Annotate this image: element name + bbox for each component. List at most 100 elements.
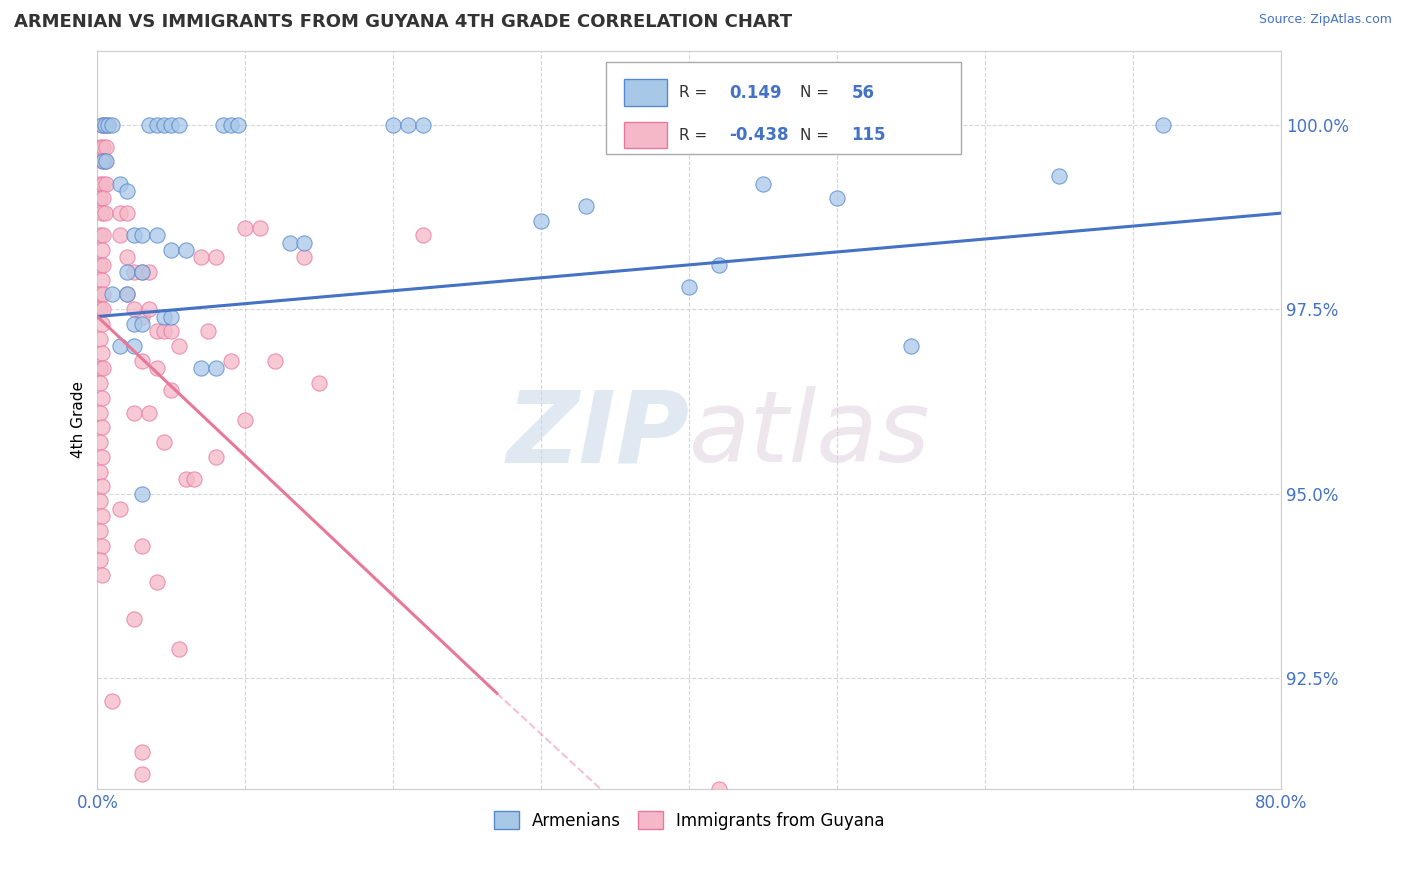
Point bbox=[160, 118, 183, 132]
Text: R =: R = bbox=[679, 85, 711, 100]
Point bbox=[90, 391, 112, 405]
Point bbox=[115, 287, 138, 301]
Point bbox=[91, 154, 114, 169]
Point bbox=[89, 406, 111, 420]
Point bbox=[204, 251, 226, 265]
Point bbox=[145, 361, 167, 376]
Point bbox=[89, 361, 111, 376]
Point bbox=[90, 346, 112, 360]
Point bbox=[91, 191, 114, 205]
Point bbox=[115, 287, 138, 301]
Point bbox=[90, 450, 112, 464]
Point bbox=[190, 251, 212, 265]
Point bbox=[249, 221, 271, 235]
Point bbox=[115, 206, 138, 220]
Point bbox=[89, 228, 111, 243]
Point bbox=[124, 339, 146, 353]
Point bbox=[89, 553, 111, 567]
Point bbox=[707, 258, 730, 272]
Point bbox=[204, 361, 226, 376]
Point bbox=[108, 501, 131, 516]
Point bbox=[167, 118, 190, 132]
Point bbox=[308, 376, 330, 390]
Text: ZIP: ZIP bbox=[506, 386, 689, 483]
Point bbox=[108, 228, 131, 243]
Point bbox=[108, 206, 131, 220]
Point bbox=[90, 508, 112, 523]
Point bbox=[131, 354, 153, 368]
Point bbox=[124, 612, 146, 626]
Point bbox=[131, 539, 153, 553]
Text: Source: ZipAtlas.com: Source: ZipAtlas.com bbox=[1258, 13, 1392, 27]
Point bbox=[91, 228, 114, 243]
Y-axis label: 4th Grade: 4th Grade bbox=[72, 382, 86, 458]
FancyBboxPatch shape bbox=[624, 122, 666, 148]
Point bbox=[294, 235, 316, 250]
Text: N =: N = bbox=[800, 128, 834, 143]
Point bbox=[90, 479, 112, 493]
Point bbox=[90, 118, 112, 132]
Point bbox=[197, 324, 219, 338]
Point bbox=[91, 258, 114, 272]
Point bbox=[124, 228, 146, 243]
Point bbox=[412, 118, 434, 132]
Text: ARMENIAN VS IMMIGRANTS FROM GUYANA 4TH GRADE CORRELATION CHART: ARMENIAN VS IMMIGRANTS FROM GUYANA 4TH G… bbox=[14, 13, 792, 31]
Point bbox=[183, 472, 205, 486]
FancyBboxPatch shape bbox=[624, 79, 666, 106]
Point bbox=[89, 435, 111, 450]
Point bbox=[89, 191, 111, 205]
Point bbox=[131, 265, 153, 279]
Point bbox=[278, 235, 301, 250]
Point bbox=[574, 199, 596, 213]
Point bbox=[138, 265, 160, 279]
Point bbox=[89, 302, 111, 317]
Point bbox=[131, 228, 153, 243]
Point bbox=[90, 539, 112, 553]
Point bbox=[115, 265, 138, 279]
Point bbox=[97, 118, 120, 132]
Point bbox=[131, 265, 153, 279]
Point bbox=[90, 420, 112, 434]
Point bbox=[138, 118, 160, 132]
Point bbox=[153, 324, 176, 338]
Point bbox=[94, 206, 117, 220]
Point bbox=[89, 524, 111, 538]
Point bbox=[89, 258, 111, 272]
Text: -0.438: -0.438 bbox=[730, 126, 789, 145]
Point bbox=[131, 767, 153, 781]
Point bbox=[382, 118, 405, 132]
Point bbox=[294, 251, 316, 265]
Point bbox=[94, 118, 117, 132]
Point bbox=[89, 177, 111, 191]
Point bbox=[160, 310, 183, 324]
Point bbox=[89, 139, 111, 153]
Point bbox=[96, 177, 118, 191]
Point bbox=[825, 191, 848, 205]
Point bbox=[115, 251, 138, 265]
Point bbox=[89, 494, 111, 508]
Point bbox=[174, 243, 197, 257]
Point bbox=[167, 339, 190, 353]
Point bbox=[94, 154, 117, 169]
Point bbox=[124, 317, 146, 331]
Point bbox=[167, 641, 190, 656]
Point bbox=[91, 177, 114, 191]
Point bbox=[131, 745, 153, 759]
Point bbox=[124, 265, 146, 279]
Point bbox=[153, 118, 176, 132]
Point bbox=[190, 361, 212, 376]
Point bbox=[101, 693, 124, 707]
Point bbox=[219, 354, 242, 368]
Point bbox=[131, 487, 153, 501]
Point bbox=[678, 280, 700, 294]
Point bbox=[115, 184, 138, 198]
Point bbox=[89, 376, 111, 390]
Point bbox=[108, 177, 131, 191]
Point bbox=[212, 118, 235, 132]
Point bbox=[145, 118, 167, 132]
Point bbox=[204, 450, 226, 464]
Point bbox=[226, 118, 249, 132]
Point bbox=[1047, 169, 1070, 184]
Point bbox=[160, 324, 183, 338]
Point bbox=[412, 228, 434, 243]
